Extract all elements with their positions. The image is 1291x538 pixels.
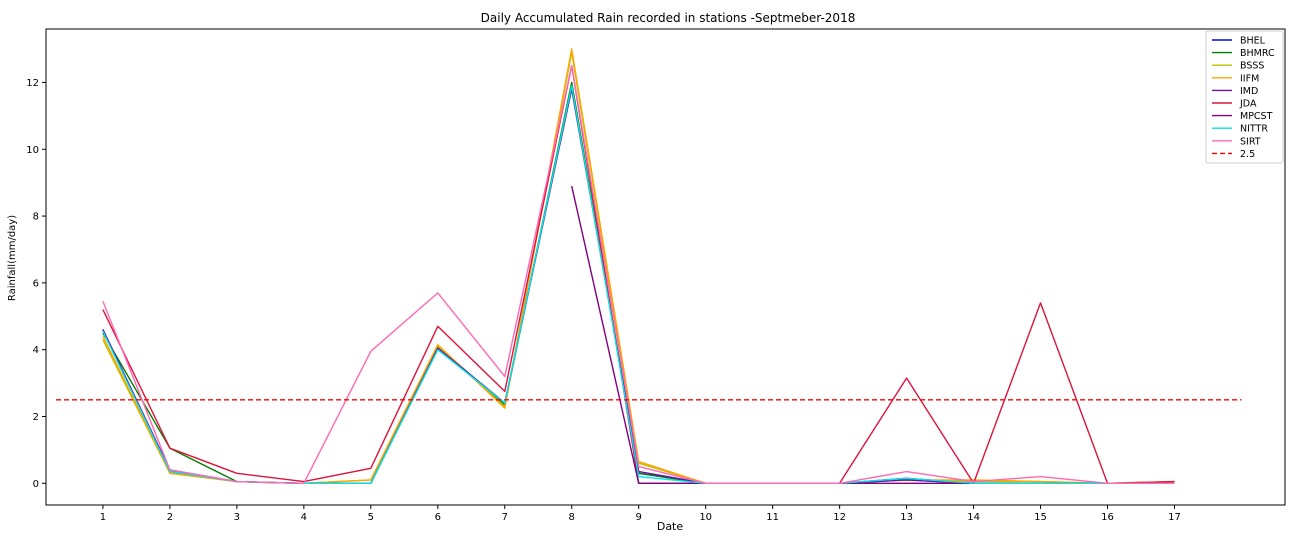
x-tick-label: 17 [1168, 512, 1181, 523]
y-tick-label: 4 [33, 345, 39, 356]
y-tick-label: 10 [26, 145, 39, 156]
x-tick-label: 16 [1101, 512, 1114, 523]
legend-entry-label: JDA [1239, 99, 1257, 110]
series-line-jda [102, 65, 1175, 484]
x-tick-label: 14 [967, 512, 980, 523]
x-tick-label: 3 [234, 512, 240, 523]
legend-entry-label: MPCST [1240, 111, 1273, 122]
x-tick-label: 15 [1034, 512, 1047, 523]
series-line-bhel [102, 85, 1175, 484]
legend-box [1205, 30, 1284, 164]
x-tick-label: 10 [699, 512, 712, 523]
x-tick-label: 8 [569, 512, 575, 523]
x-tick-label: 1 [100, 512, 106, 523]
chart-title: Daily Accumulated Rain recorded in stati… [481, 11, 856, 25]
y-axis: 0 2 4 6 8 10 12 [26, 78, 46, 490]
x-tick-label: 13 [900, 512, 913, 523]
series-line-bhmrc [102, 81, 1175, 484]
series-lines [56, 48, 1242, 484]
legend-entry-label: BSSS [1240, 61, 1264, 72]
y-tick-label: 2 [33, 412, 39, 423]
series-line-nittr [102, 85, 1175, 484]
plot-area [45, 28, 1286, 506]
y-tick-label: 6 [33, 278, 39, 289]
x-axis: 1 2 3 4 5 6 7 8 9 10 11 12 13 14 15 16 17 [100, 505, 1181, 523]
legend-entry-label: IIFM [1240, 73, 1259, 84]
series-line-bsss [102, 51, 1175, 484]
y-tick-label: 0 [33, 479, 39, 490]
y-tick-label: 12 [26, 78, 39, 89]
x-tick-label: 9 [636, 512, 642, 523]
x-tick-label: 6 [435, 512, 441, 523]
x-tick-label: 2 [167, 512, 173, 523]
y-tick-label: 8 [33, 212, 39, 223]
x-axis-label: Date [657, 520, 684, 533]
legend-entry-label: IMD [1240, 86, 1258, 97]
legend-entry-label: NITTR [1240, 124, 1268, 135]
series-line-iifm [102, 48, 1175, 484]
series-line-sirt [102, 65, 1175, 484]
x-tick-label: 7 [502, 512, 508, 523]
x-tick-label: 11 [766, 512, 779, 523]
legend-entry-label: BHEL [1240, 36, 1266, 47]
legend-entry-label: BHMRC [1240, 48, 1275, 59]
legend-entry-label: 2.5 [1240, 149, 1255, 160]
series-line-mpcst [571, 185, 1175, 484]
legend-entry-label: SIRT [1240, 136, 1261, 147]
plot-frame [45, 28, 1286, 506]
x-tick-label: 12 [833, 512, 846, 523]
series-line-imd [102, 88, 1175, 484]
x-tick-label: 4 [301, 512, 307, 523]
y-axis-label: Rainfall(mm/day) [7, 215, 18, 301]
x-tick-label: 5 [368, 512, 374, 523]
